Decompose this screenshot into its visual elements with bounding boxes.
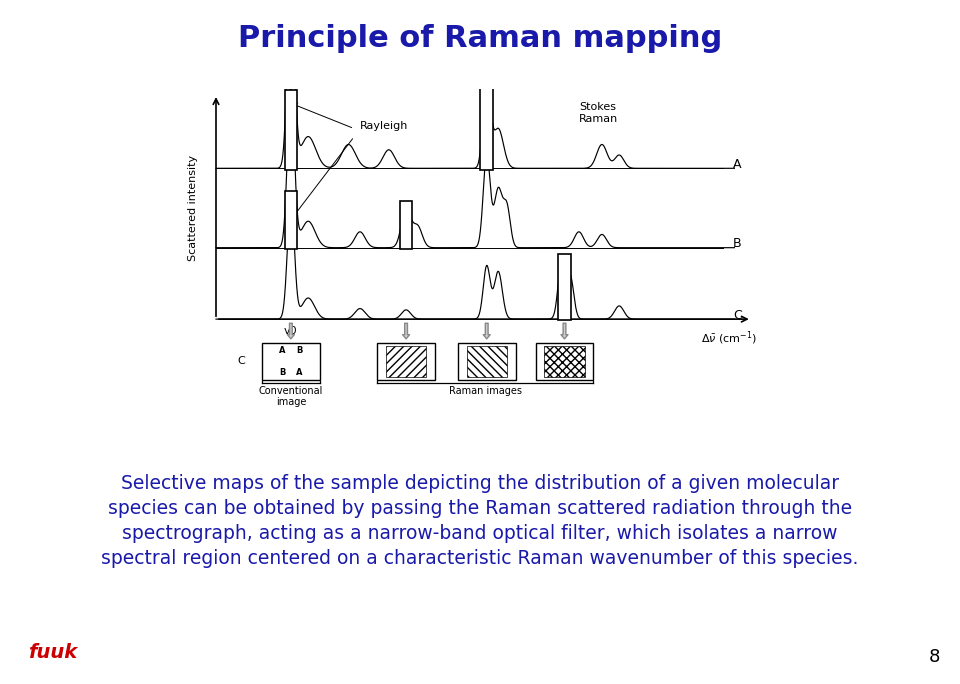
Bar	[544, 345, 585, 378]
Text: species can be obtained by passing the Raman scattered radiation through the: species can be obtained by passing the R…	[108, 499, 852, 518]
Text: spectral region centered on a characteristic Raman wavenumber of this species.: spectral region centered on a characteri…	[102, 549, 858, 568]
Text: $\Delta\bar{\nu}$ (cm$^{-1}$): $\Delta\bar{\nu}$ (cm$^{-1}$)	[701, 330, 756, 347]
Bar	[399, 201, 413, 249]
Text: B: B	[279, 367, 285, 377]
Bar	[284, 90, 298, 170]
Text: A: A	[297, 367, 302, 377]
Text: Conventional
image: Conventional image	[258, 386, 324, 408]
Text: B: B	[733, 237, 741, 250]
Text: v0: v0	[284, 326, 298, 336]
Text: B: B	[297, 346, 302, 356]
Bar	[262, 343, 320, 380]
Bar	[558, 254, 571, 321]
Bar	[480, 64, 493, 170]
Text: C: C	[732, 308, 742, 321]
Bar	[467, 345, 507, 378]
Text: Raman images: Raman images	[448, 386, 522, 396]
Text: Scattered intensity: Scattered intensity	[188, 155, 198, 261]
Bar	[386, 345, 426, 378]
Text: C: C	[237, 356, 245, 367]
Text: 8: 8	[928, 648, 940, 666]
Text: A: A	[733, 158, 741, 171]
Text: spectrograph, acting as a narrow-band optical filter, which isolates a narrow: spectrograph, acting as a narrow-band op…	[122, 524, 838, 543]
Text: Rayleigh: Rayleigh	[360, 121, 408, 131]
Bar	[284, 191, 298, 249]
Bar	[536, 343, 593, 380]
Text: fuuk: fuuk	[28, 643, 77, 662]
Text: A: A	[279, 346, 285, 356]
Text: Principle of Raman mapping: Principle of Raman mapping	[238, 24, 722, 53]
Bar	[458, 343, 516, 380]
Text: Selective maps of the sample depicting the distribution of a given molecular: Selective maps of the sample depicting t…	[121, 474, 839, 493]
Text: Stokes
Raman: Stokes Raman	[579, 102, 618, 124]
Bar	[377, 343, 435, 380]
